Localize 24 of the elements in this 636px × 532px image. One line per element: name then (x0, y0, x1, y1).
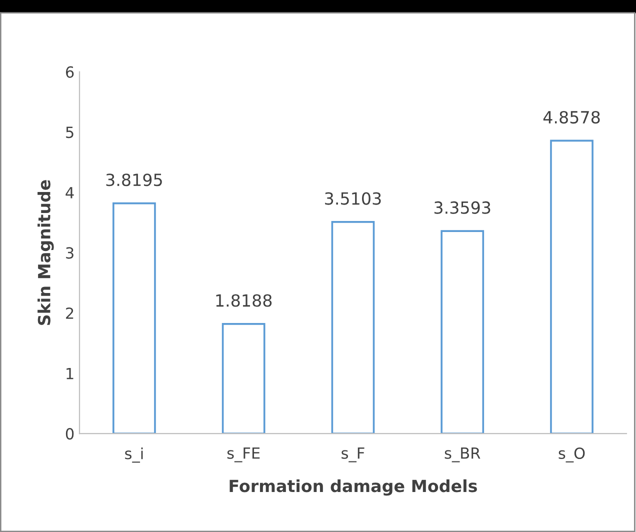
y-tick-label: 1 (66, 368, 74, 380)
x-tick-label: s_O (558, 447, 585, 462)
data-label: 3.3593 (434, 201, 490, 214)
data-label: 4.8578 (543, 110, 600, 124)
y-tick-label: 6 (66, 66, 74, 78)
y-axis-title: Skin Magnitude (38, 180, 54, 325)
data-label: 1.8188 (216, 294, 272, 307)
x-tick-label: s_F (342, 448, 364, 462)
bar (112, 202, 156, 434)
bar (440, 230, 484, 434)
x-tick-label: s_FE (227, 448, 260, 462)
y-tick-label: 0 (66, 428, 74, 440)
bar (222, 323, 266, 434)
data-label: 3.8195 (106, 174, 162, 186)
y-tick-label: 5 (66, 126, 74, 138)
x-tick-label: s_i (125, 447, 143, 463)
x-axis-title: Formation damage Models (230, 479, 477, 496)
y-tick-label: 2 (66, 307, 74, 319)
y-tick-label: 3 (66, 247, 74, 259)
bar (331, 221, 375, 434)
x-tick-label: s_BR (444, 448, 480, 462)
y-tick-label: 4 (66, 187, 74, 198)
bar (550, 140, 594, 434)
data-label: 3.5103 (325, 192, 381, 205)
